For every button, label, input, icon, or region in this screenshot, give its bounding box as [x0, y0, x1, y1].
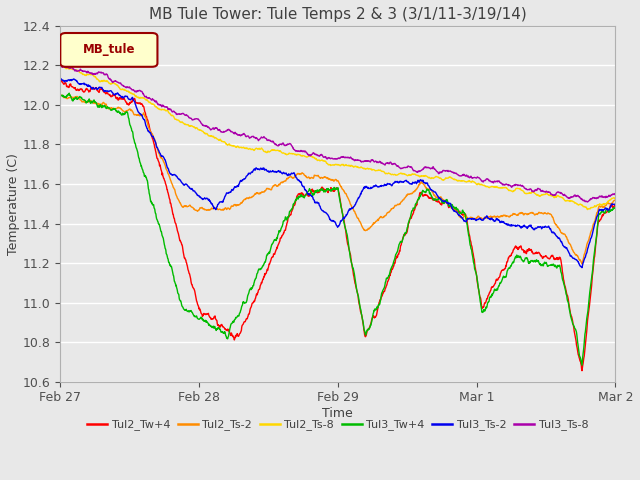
Tul3_Ts-8 [100, 71, 108, 76]
Line: Tul2_Ts-2: Tul2_Ts-2 [60, 95, 615, 264]
Tul3_Tw+4 [65, 90, 73, 96]
Tul2_Ts-8 [303, 154, 311, 160]
Tul2_Tw+4 [56, 79, 64, 85]
Tul3_Ts-2 [578, 265, 586, 271]
Tul3_Ts-8 [304, 152, 312, 157]
Tul3_Ts-2 [314, 200, 321, 206]
Tul3_Ts-2 [100, 88, 108, 94]
Tul2_Ts-8 [372, 168, 380, 173]
Tul3_Ts-8 [372, 159, 380, 165]
Tul3_Ts-2 [372, 183, 380, 189]
Tul2_Tw+4 [100, 87, 108, 93]
Legend: Tul2_Tw+4, Tul2_Ts-2, Tul2_Ts-8, Tul3_Tw+4, Tul3_Ts-2, Tul3_Ts-8: Tul2_Tw+4, Tul2_Ts-2, Tul2_Ts-8, Tul3_Tw… [83, 415, 593, 435]
Tul3_Ts-8 [314, 152, 321, 158]
Tul3_Ts-2 [292, 175, 300, 180]
Tul2_Tw+4 [304, 192, 312, 198]
Tul3_Tw+4 [372, 305, 380, 311]
Tul2_Tw+4 [578, 368, 586, 373]
Line: Tul3_Ts-8: Tul3_Ts-8 [60, 66, 615, 202]
Tul3_Tw+4 [578, 362, 586, 368]
Tul2_Tw+4 [57, 78, 65, 84]
Line: Tul3_Tw+4: Tul3_Tw+4 [60, 93, 615, 365]
Tul3_Ts-2 [57, 76, 65, 82]
Tul3_Ts-8 [57, 63, 65, 69]
Tul2_Ts-2 [578, 261, 586, 267]
Tul2_Ts-2 [372, 218, 380, 224]
Tul2_Tw+4 [611, 201, 619, 207]
X-axis label: Time: Time [323, 407, 353, 420]
Tul2_Ts-8 [611, 196, 619, 202]
Tul2_Ts-8 [584, 207, 591, 213]
Tul3_Tw+4 [314, 188, 321, 193]
Tul2_Ts-2 [314, 173, 321, 179]
Tul2_Ts-2 [99, 99, 107, 105]
Tul2_Ts-8 [99, 78, 107, 84]
Tul2_Ts-8 [122, 87, 130, 93]
Tul2_Ts-2 [303, 175, 311, 180]
Tul3_Ts-2 [611, 202, 619, 207]
Line: Tul3_Ts-2: Tul3_Ts-2 [60, 79, 615, 268]
Tul3_Ts-2 [304, 191, 312, 197]
Tul2_Tw+4 [314, 190, 321, 195]
Tul2_Tw+4 [292, 197, 300, 203]
Tul3_Tw+4 [611, 205, 619, 211]
Tul3_Ts-8 [292, 148, 300, 154]
Tul3_Tw+4 [100, 103, 108, 109]
Tul2_Tw+4 [122, 99, 130, 105]
Line: Tul2_Ts-8: Tul2_Ts-8 [60, 65, 615, 210]
Tul3_Ts-8 [122, 85, 130, 91]
Title: MB Tule Tower: Tule Temps 2 & 3 (3/1/11-3/19/14): MB Tule Tower: Tule Temps 2 & 3 (3/1/11-… [149, 7, 527, 22]
Tul3_Ts-8 [611, 191, 619, 196]
Tul3_Ts-8 [56, 63, 64, 69]
Tul3_Tw+4 [292, 197, 300, 203]
Tul3_Ts-2 [56, 76, 64, 82]
Tul2_Ts-8 [314, 157, 321, 163]
Tul3_Tw+4 [56, 93, 64, 98]
Tul2_Ts-2 [292, 173, 300, 179]
FancyBboxPatch shape [60, 33, 157, 67]
Y-axis label: Temperature (C): Temperature (C) [7, 153, 20, 255]
Tul2_Ts-2 [611, 197, 619, 203]
Tul2_Ts-2 [122, 108, 130, 114]
Tul3_Tw+4 [304, 189, 312, 195]
Text: MB_tule: MB_tule [83, 43, 136, 56]
Tul3_Tw+4 [122, 109, 130, 115]
Tul3_Ts-2 [122, 94, 130, 99]
Tul2_Ts-2 [56, 92, 64, 98]
Tul2_Tw+4 [372, 312, 380, 318]
Tul3_Ts-8 [584, 199, 591, 205]
Line: Tul2_Tw+4: Tul2_Tw+4 [60, 81, 615, 371]
Tul2_Ts-8 [56, 62, 64, 68]
Tul2_Ts-8 [292, 151, 300, 157]
